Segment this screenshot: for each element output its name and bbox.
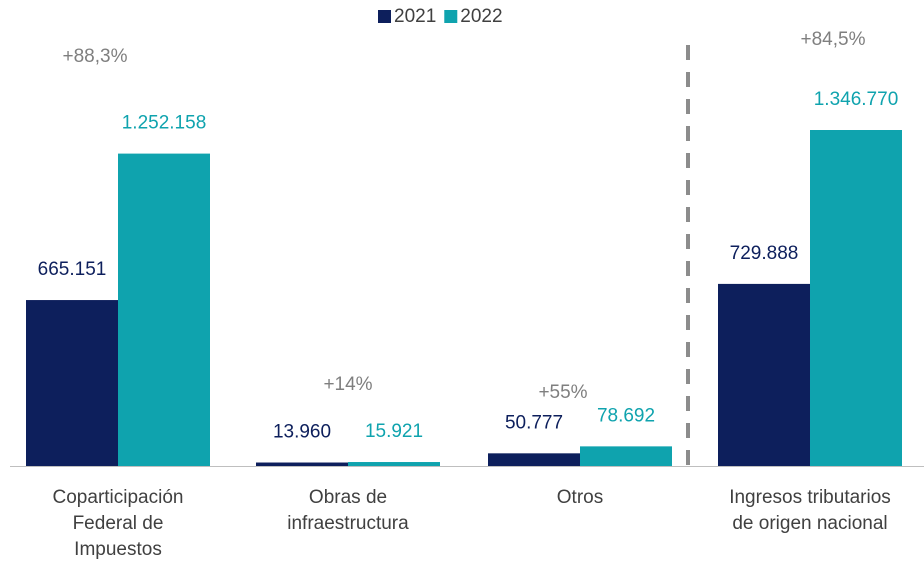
x-tick-label: Ingresos tributarios de origen nacional [729, 487, 891, 534]
bar [348, 462, 440, 466]
value-label: 665.151 [38, 259, 107, 280]
bar [580, 446, 672, 466]
legend-label: 2022 [460, 6, 502, 27]
annotation: +55% [538, 382, 587, 403]
legend-swatch [378, 10, 391, 23]
bar [488, 453, 580, 466]
annotation: +84,5% [801, 29, 866, 50]
bar [256, 462, 348, 466]
value-label: 50.777 [505, 412, 563, 433]
legend-label: 2021 [394, 6, 436, 27]
x-tick-label: Coparticipación Federal de Impuestos [52, 487, 184, 560]
value-label: 78.692 [597, 405, 655, 426]
annotation: +88,3% [63, 46, 128, 67]
legend-swatch [444, 10, 458, 23]
x-tick-label: Otros [556, 487, 604, 508]
value-label: 13.960 [273, 422, 331, 443]
bar [810, 130, 902, 466]
value-label: 1.346.770 [814, 89, 899, 110]
value-label: 729.888 [730, 243, 799, 264]
value-label: 1.252.158 [122, 113, 207, 134]
bar [118, 153, 210, 466]
value-label: 15.921 [365, 421, 423, 442]
annotation: +14% [323, 374, 372, 395]
bar [26, 300, 118, 466]
bar [718, 283, 810, 466]
x-tick-label: Obras de infraestructura [287, 487, 409, 534]
